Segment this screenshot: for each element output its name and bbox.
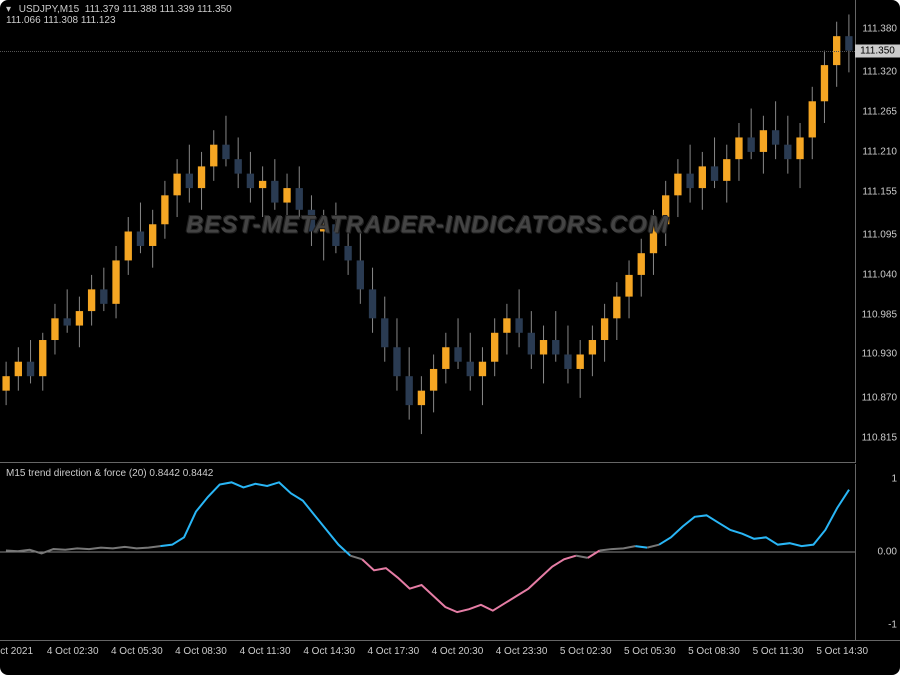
x-tick-label: 4 Oct 23:30 xyxy=(496,646,548,657)
y-axis-main: 111.350 110.815 110.870 110.930 110.985 111.… xyxy=(855,0,900,463)
y-tick-label: 110.870 xyxy=(862,392,897,403)
watermark: BEST-METATRADER-INDICATORS.COM xyxy=(186,211,669,239)
x-tick-label: 5 Oct 02:30 xyxy=(560,646,612,657)
y-tick-label: 111.320 xyxy=(862,67,897,78)
y-tick-label: 111.155 xyxy=(862,186,897,197)
x-axis: 1 Oct 2021 4 Oct 02:30 4 Oct 05:30 4 Oct 08… xyxy=(0,640,900,675)
current-price-marker: 111.350 xyxy=(855,44,900,57)
x-tick-label: 5 Oct 08:30 xyxy=(688,646,740,657)
y-tick-label: 111.210 xyxy=(862,146,897,157)
main-chart[interactable]: BEST-METATRADER-INDICATORS.COM xyxy=(0,0,855,463)
y-tick-label: 110.985 xyxy=(862,309,897,320)
x-tick-label: 5 Oct 05:30 xyxy=(624,646,676,657)
x-tick-label: 4 Oct 08:30 xyxy=(175,646,227,657)
x-tick-label: 4 Oct 17:30 xyxy=(367,646,419,657)
x-tick-label: 4 Oct 11:30 xyxy=(240,646,291,657)
ohlc-2: 111.066 111.308 111.123 xyxy=(6,15,116,26)
y-tick-label-sub: -1 xyxy=(888,620,897,631)
x-tick-label: 4 Oct 05:30 xyxy=(111,646,163,657)
current-price-line xyxy=(0,51,855,52)
x-tick-label: 5 Oct 11:30 xyxy=(753,646,804,657)
y-tick-label: 110.815 xyxy=(862,432,897,443)
y-tick-label: 111.040 xyxy=(862,269,897,280)
symbol-label: USDJPY,M15 xyxy=(19,4,79,15)
y-tick-label: 111.380 xyxy=(862,23,897,34)
x-tick-label: 4 Oct 02:30 xyxy=(47,646,99,657)
y-tick-label: 111.095 xyxy=(862,230,897,241)
x-tick-label: 1 Oct 2021 xyxy=(0,646,33,657)
y-tick-label: 110.930 xyxy=(862,349,897,360)
y-tick-label-sub: 0.00 xyxy=(878,547,897,558)
x-tick-label: 4 Oct 14:30 xyxy=(303,646,355,657)
indicator-svg xyxy=(0,464,855,640)
chart-container: ▾ USDJPY,M15 111.379 111.388 111.339 111… xyxy=(0,0,900,675)
y-axis-sub: -1 0.00 1 xyxy=(855,464,900,640)
indicator-header: M15 trend direction & force (20) 0.8442 … xyxy=(6,468,213,479)
y-tick-label-sub: 1 xyxy=(891,473,897,484)
y-tick-label: 111.265 xyxy=(862,107,897,118)
ohlc-1: 111.379 111.388 111.339 111.350 xyxy=(85,4,232,15)
x-tick-label: 5 Oct 14:30 xyxy=(816,646,868,657)
sub-chart[interactable] xyxy=(0,464,855,640)
dropdown-icon[interactable]: ▾ xyxy=(6,4,16,14)
x-tick-label: 4 Oct 20:30 xyxy=(432,646,484,657)
chart-header: ▾ USDJPY,M15 111.379 111.388 111.339 111… xyxy=(6,4,232,26)
